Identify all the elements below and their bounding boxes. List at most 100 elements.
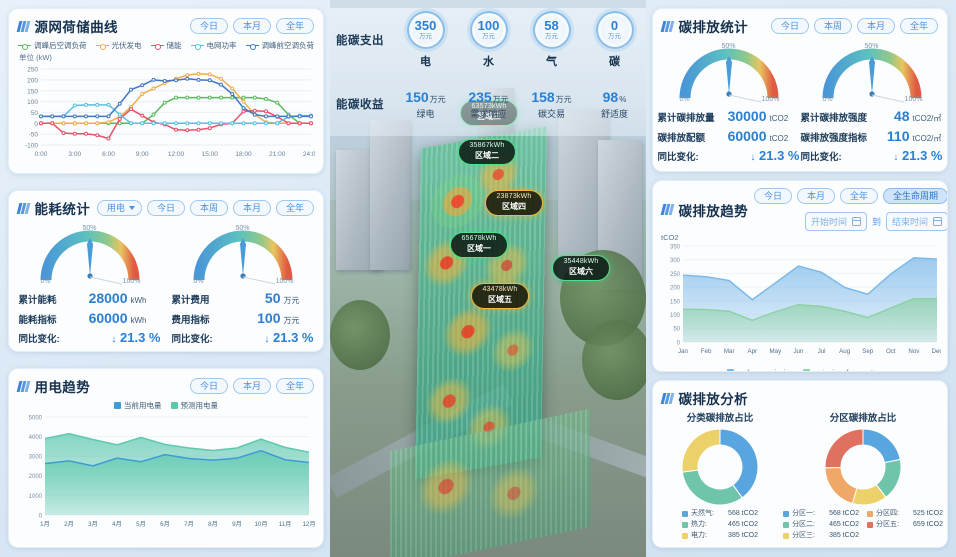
filter-button-全年[interactable]: 全年 <box>275 199 314 217</box>
legend-item[interactable]: 电网功率 <box>190 40 237 51</box>
legend-item[interactable]: 光伏发电 <box>95 40 142 51</box>
energy-type-select[interactable]: 用电 <box>96 199 142 217</box>
filter-button-全年[interactable]: 全年 <box>899 17 938 35</box>
calendar-icon <box>852 217 862 227</box>
filter-button-今日[interactable]: 今日 <box>189 17 228 35</box>
zone-name: 区域二 <box>475 150 499 160</box>
zone-value: 43478kWh <box>482 286 518 293</box>
readout-unit: tCO2/㎡ <box>912 134 942 144</box>
gauge-max-tick: 100% <box>275 278 294 285</box>
donut-chart-svg[interactable] <box>668 425 772 509</box>
legend-item[interactable]: 当前用电量 <box>114 400 162 411</box>
readout-key: 同比变化: <box>18 333 60 345</box>
filter-button-今日[interactable]: 今日 <box>754 188 793 205</box>
legend-item[interactable]: carbon_emission <box>726 368 794 371</box>
svg-text:50: 50 <box>31 110 39 117</box>
donut-legend-row[interactable]: 分区四: 525 tCO2 <box>867 509 943 520</box>
end-date-input[interactable]: 结束时间 <box>886 212 947 232</box>
readout-key: 能耗指标 <box>18 315 57 327</box>
zone-label[interactable]: 65678kWh 区域一 <box>450 232 508 259</box>
gauge-readout-row: 碳排放配额 60000 tCO2 <box>658 126 800 146</box>
filter-button-本月[interactable]: 本月 <box>797 188 836 205</box>
filter-button-全年[interactable]: 全年 <box>275 17 314 35</box>
donut-legend-row[interactable]: 分区三: 385 tCO2 <box>783 531 859 542</box>
svg-text:3:00: 3:00 <box>68 151 81 158</box>
income-unit: % <box>619 94 627 104</box>
readout-key: 碳排放强度指标 <box>800 133 868 145</box>
filter-button-本周[interactable]: 本周 <box>813 17 852 35</box>
svg-text:Jun: Jun <box>793 348 804 355</box>
income-item[interactable]: 98% 舒适度 <box>583 89 646 120</box>
filter-button-本周[interactable]: 本周 <box>189 199 228 217</box>
readout-value: 60000 <box>88 310 128 327</box>
chart-area[interactable]: 调峰后空调负荷 光伏发电 储能 电网功率 调峰前空调负荷 单位 (kW) 250 200 1… <box>9 38 323 172</box>
gauge-group: 50% 0% 100% 累计碳排放量 30000 tCO2 碳排放配额 60000 tCO2 同比… <box>653 38 947 165</box>
legend-item[interactable]: 调峰后空调负荷 <box>18 40 87 51</box>
legend-label: 储能 <box>166 41 182 50</box>
expense-caption: 水 <box>483 56 494 68</box>
legend-item[interactable]: 调峰前空调负荷 <box>245 40 314 51</box>
filter-button-全年[interactable]: 全年 <box>275 377 314 395</box>
filter-button-本月[interactable]: 本月 <box>232 377 271 395</box>
legend-swatch <box>802 369 810 371</box>
trend-down-icon: ↓ <box>750 151 756 163</box>
gauge-max-tick: 100% <box>761 96 780 103</box>
filter-button-本月[interactable]: 本月 <box>232 17 271 35</box>
svg-text:Mar: Mar <box>724 348 735 355</box>
income-item[interactable]: 235万元 需求响应 <box>457 89 520 120</box>
filter-button-本月[interactable]: 本月 <box>856 17 895 35</box>
svg-text:5月: 5月 <box>136 521 146 528</box>
donut-legend-row[interactable]: 分区一: 568 tCO2 <box>783 509 859 520</box>
legend-label: 分区三: <box>792 531 816 539</box>
readout-unit: kWh <box>130 296 147 305</box>
zone-label[interactable]: 35448kWh 区域六 <box>552 255 610 282</box>
panel-marker-icon <box>660 20 674 32</box>
filter-button-本月[interactable]: 本月 <box>232 199 271 217</box>
income-item[interactable]: 158万元 碳交易 <box>520 89 583 120</box>
expense-item[interactable]: 0 万元碳 <box>583 11 646 69</box>
legend-item[interactable]: 储能 <box>150 40 182 51</box>
svg-text:300: 300 <box>670 258 681 264</box>
zone-label[interactable]: 35867kWh 区域二 <box>458 139 516 166</box>
svg-text:1月: 1月 <box>40 521 50 528</box>
expense-item[interactable]: 100 万元水 <box>457 11 520 69</box>
svg-text:350: 350 <box>670 245 681 251</box>
zone-label[interactable]: 43478kWh 区域五 <box>471 283 529 310</box>
start-date-input[interactable]: 开始时间 <box>805 212 868 232</box>
readout-unit: 万元 <box>283 316 300 326</box>
filter-button-今日[interactable]: 今日 <box>189 377 228 395</box>
donut-group: 分类碳排放占比 天然气: 568 tCO2 热力: 465 tCO2 电力: 385 tC… <box>653 410 947 542</box>
donut-legend-row[interactable]: 热力: 465 tCO2 <box>682 520 758 531</box>
panel-title: 能耗统计 <box>34 202 91 217</box>
panel-title: 源网荷储曲线 <box>34 20 118 35</box>
readout-key: 累计费用 <box>171 295 210 306</box>
donut-legend-row[interactable]: 分区二: 465 tCO2 <box>783 520 859 531</box>
start-date-text: 开始时间 <box>811 217 848 228</box>
gauge-min-tick: 0% <box>40 278 51 285</box>
legend-item[interactable]: emission_forecast <box>802 368 873 371</box>
expense-caption: 电 <box>420 56 431 68</box>
expense-label: 能碳支出 <box>336 35 384 47</box>
chart-area[interactable]: tCO2 0 50 100 150 200 250 300 350 Jan Feb Mar Apr Ma… <box>653 233 947 371</box>
gauge-dial: 50% 0% 100% <box>816 43 928 104</box>
income-value: 235万元 <box>468 88 509 105</box>
income-item[interactable]: 150万元 绿电 <box>394 89 457 120</box>
donut-chart-svg[interactable] <box>811 425 915 509</box>
filter-button-全生命周期[interactable]: 全生命周期 <box>883 188 947 205</box>
panel-marker-icon <box>16 20 30 32</box>
filter-button-今日[interactable]: 今日 <box>146 199 185 217</box>
expense-item[interactable]: 58 万元气 <box>520 11 583 69</box>
donut-legend-row[interactable]: 电力: 385 tCO2 <box>682 531 758 542</box>
chart-area[interactable]: 当前用电量 预测用电量 0 1000 2000 3000 4000 5000 1月 2月 3月 4月… <box>9 398 323 546</box>
donut-legend-row[interactable]: 分区五: 659 tCO2 <box>867 520 943 531</box>
zone-label[interactable]: 23873kWh 区域四 <box>485 190 543 217</box>
legend-item[interactable]: 预测用电量 <box>170 400 218 411</box>
donut-legend-row[interactable]: 天然气: 568 tCO2 <box>682 509 758 520</box>
expense-item[interactable]: 350 万元电 <box>394 11 457 69</box>
panel-title: 碳排放分析 <box>678 392 748 407</box>
filter-button-全年[interactable]: 全年 <box>840 188 879 205</box>
svg-text:1000: 1000 <box>29 494 43 500</box>
gauge-mid-tick: 50% <box>864 43 879 50</box>
expense-value: 100 <box>477 17 500 33</box>
filter-button-今日[interactable]: 今日 <box>770 17 809 35</box>
